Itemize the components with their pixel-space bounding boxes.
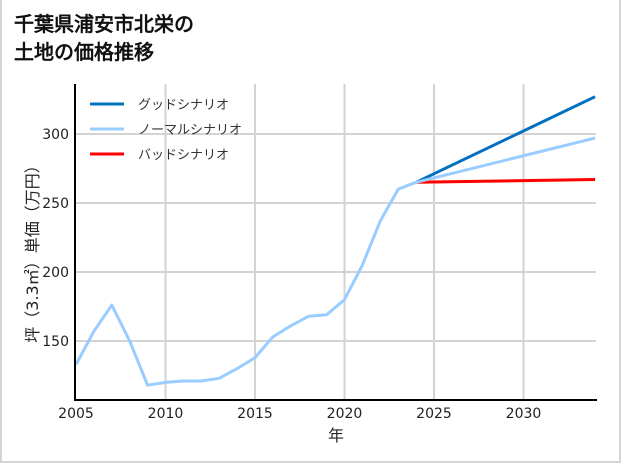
series-line	[415, 95, 596, 184]
grid-lines	[75, 84, 596, 400]
x-tick-label: 2020	[327, 406, 363, 422]
chart-title-line2: 土地の価格推移	[14, 40, 154, 64]
y-tick-label: 300	[42, 127, 69, 143]
y-axis-label: 坪（3.3㎡）単価（万円）	[23, 157, 42, 342]
x-axis-label: 年	[328, 426, 344, 445]
x-tick-label: 2025	[416, 406, 452, 422]
x-tick-label: 2030	[506, 406, 542, 422]
chart-title-line1: 千葉県浦安市北栄の	[14, 12, 194, 36]
x-tick-label: 2015	[237, 406, 273, 422]
legend-label: グッドシナリオ	[138, 98, 229, 113]
x-tick-labels: 2005 2010 2015 2020 2025 2030	[58, 406, 541, 422]
data-series	[74, 95, 596, 387]
y-tick-labels: 300 250 200 150	[42, 127, 69, 350]
legend-label: ノーマルシナリオ	[138, 123, 242, 138]
series-line	[74, 136, 596, 387]
y-tick-label: 150	[42, 334, 69, 350]
legend-label: バッドシナリオ	[138, 148, 229, 163]
axes	[74, 84, 597, 401]
chart-title: 千葉県浦安市北栄の 土地の価格推移	[14, 10, 194, 66]
x-tick-label: 2010	[148, 406, 184, 422]
y-tick-label: 200	[42, 265, 69, 281]
y-tick-label: 250	[42, 196, 69, 212]
x-tick-label: 2005	[58, 406, 94, 422]
series-line	[416, 178, 596, 184]
